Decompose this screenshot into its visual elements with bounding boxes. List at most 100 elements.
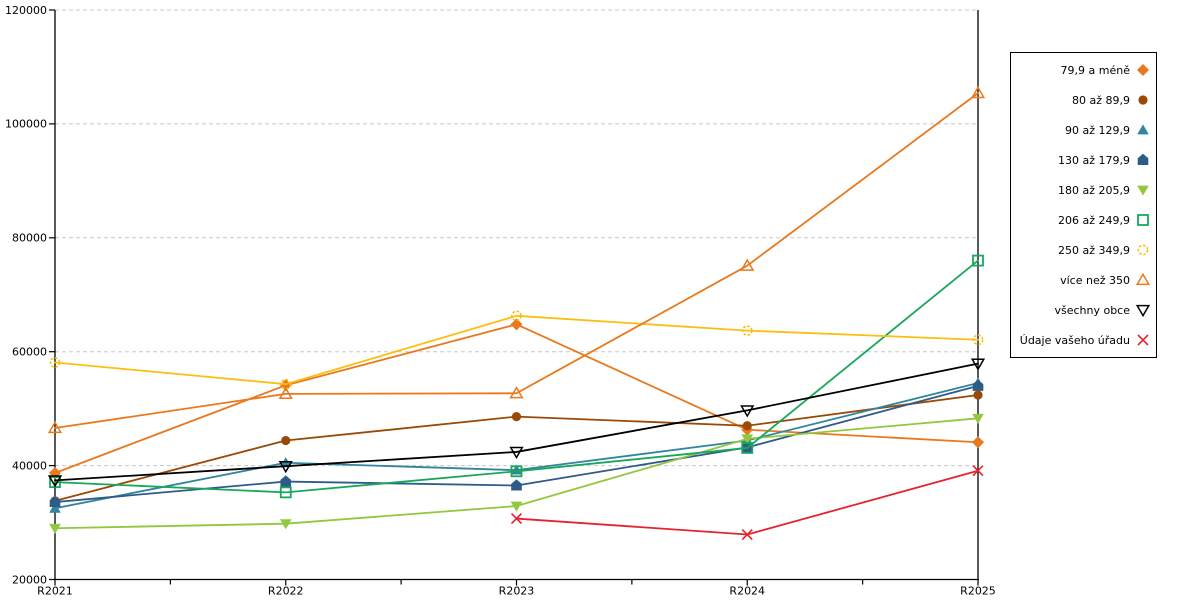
y-tick-label: 120000 — [5, 4, 47, 17]
legend-item: více než 350 — [1015, 265, 1151, 295]
y-tick-label: 60000 — [12, 346, 47, 359]
series-8-marker — [509, 446, 524, 460]
series-4-marker — [49, 523, 61, 534]
legend-label: 90 až 129,9 — [1065, 123, 1130, 137]
legend-label: Údaje vašeho úřadu — [1019, 333, 1130, 347]
series-7-marker — [740, 258, 755, 271]
series-7-marker — [47, 420, 63, 434]
series-8-marker — [47, 475, 63, 488]
x-tick-label: R2025 — [960, 585, 996, 598]
legend-item: 80 až 89,9 — [1015, 85, 1151, 115]
legend-label: 180 až 205,9 — [1058, 183, 1130, 197]
series-8-marker — [970, 358, 986, 371]
series-group — [47, 86, 986, 541]
legend-label: 206 až 249,9 — [1058, 213, 1130, 227]
series-5-marker — [279, 486, 292, 499]
series-8-marker — [740, 405, 755, 418]
y-tick-label: 20000 — [12, 573, 47, 586]
legend-item: 130 až 179,9 — [1015, 145, 1151, 175]
legend-item: všechny obce — [1015, 295, 1151, 325]
circle-legend-icon — [1138, 95, 1148, 105]
series-6-line — [54, 314, 979, 386]
triangle-up-legend-icon — [1137, 124, 1149, 135]
series-5-marker — [741, 442, 754, 454]
series-5-marker — [510, 465, 523, 478]
x-tick-label: R2024 — [729, 585, 765, 598]
series-5-marker — [972, 254, 984, 267]
series-9-marker — [972, 465, 984, 477]
diamond-icon — [1137, 64, 1149, 76]
triangle-down-icon — [1137, 185, 1149, 196]
series-6-marker — [511, 310, 522, 322]
triangle-up-icon — [1137, 124, 1149, 135]
legend-label: všechny obce — [1054, 303, 1130, 317]
circle-icon — [1137, 244, 1149, 256]
series-2-marker — [49, 502, 61, 513]
square-icon — [1137, 214, 1149, 226]
series-0-marker — [510, 318, 523, 331]
series-7-marker — [509, 386, 524, 399]
series-0 — [49, 318, 984, 480]
x-icon — [1137, 334, 1149, 346]
pentagon-icon — [1137, 153, 1149, 165]
series-6 — [49, 310, 984, 390]
legend-item: 79,9 a méně — [1015, 55, 1151, 85]
series-7-marker — [970, 86, 986, 99]
triangle-down-icon — [1135, 304, 1151, 318]
series-4-marker — [972, 413, 984, 424]
y-tick-label: 100000 — [5, 118, 47, 131]
series-7-line — [54, 92, 979, 429]
series-3-marker — [972, 379, 984, 391]
series-6-marker — [280, 378, 292, 390]
series-9 — [510, 465, 984, 541]
series-4-marker — [279, 519, 292, 530]
series-8-marker — [278, 461, 293, 474]
legend-item: 180 až 205,9 — [1015, 175, 1151, 205]
legend-item: 90 až 129,9 — [1015, 115, 1151, 145]
legend-label: 130 až 179,9 — [1058, 153, 1130, 167]
triangle-down-legend-icon — [1135, 304, 1151, 318]
pentagon-legend-icon — [1137, 153, 1149, 165]
series-9-line — [515, 469, 979, 536]
series-6-marker — [972, 334, 984, 346]
x-tick-label: R2022 — [268, 585, 304, 598]
x-tick-label: R2021 — [37, 585, 73, 598]
triangle-up-icon — [1135, 272, 1151, 286]
series-0-marker — [972, 436, 984, 449]
legend-item: Údaje vašeho úřadu — [1015, 325, 1151, 355]
series-9-marker — [741, 528, 753, 541]
y-tick-label: 40000 — [12, 459, 47, 472]
series-5-line — [54, 259, 979, 494]
series-1-marker — [742, 421, 752, 431]
series-9-marker — [510, 512, 523, 525]
legend-label: 80 až 89,9 — [1072, 93, 1130, 107]
series-3-marker — [280, 475, 292, 487]
legend-label: více než 350 — [1060, 273, 1130, 287]
x-tick-label: R2023 — [499, 585, 535, 598]
legend-item: 206 až 249,9 — [1015, 205, 1151, 235]
circle-icon — [1138, 95, 1148, 105]
legend-label: 79,9 a méně — [1060, 63, 1130, 77]
x-legend-icon — [1137, 334, 1149, 346]
series-7-marker — [278, 386, 293, 399]
series-5 — [49, 254, 984, 499]
triangle-up-legend-icon — [1135, 272, 1151, 286]
series-4-marker — [510, 501, 523, 512]
square-legend-icon — [1137, 214, 1149, 226]
series-1-marker — [281, 435, 291, 446]
legend-label: 250 až 349,9 — [1058, 243, 1130, 257]
series-6-marker — [49, 357, 61, 368]
diamond-legend-icon — [1137, 64, 1149, 76]
series-6-marker — [741, 325, 753, 337]
triangle-down-legend-icon — [1137, 185, 1149, 196]
series-8 — [47, 358, 986, 488]
series-7 — [47, 86, 986, 434]
series-1-marker — [511, 412, 522, 422]
chart-legend: 79,9 a méně 80 až 89,9 90 až 129,9 130 až 1… — [1010, 52, 1157, 358]
series-3-marker — [741, 441, 753, 453]
axes: 20000 40000 60000 80000 100000 120000 R2021 R20… — [5, 4, 996, 598]
series-4 — [49, 413, 984, 534]
series-4-marker — [741, 434, 754, 445]
legend-item: 250 až 349,9 — [1015, 235, 1151, 265]
